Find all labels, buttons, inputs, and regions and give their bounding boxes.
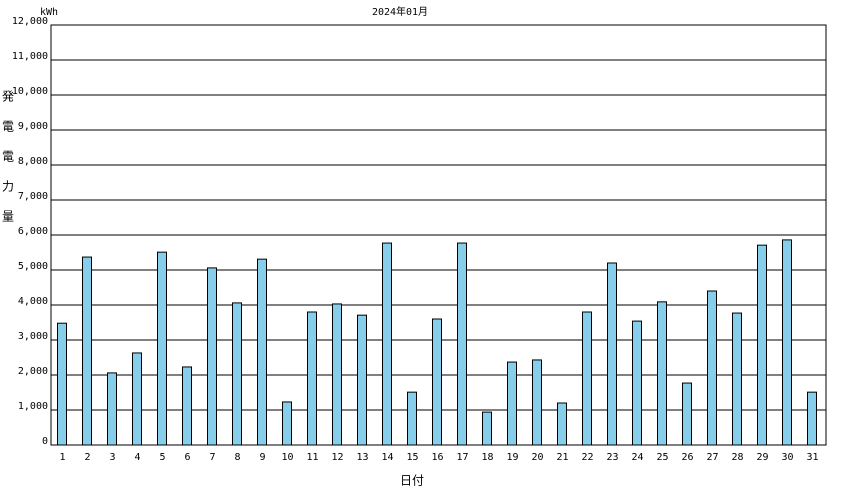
y-axis-label: 発電電力量 [1,90,15,240]
x-tick-label: 5 [159,452,165,463]
x-tick-label: 17 [456,452,468,463]
bar [57,322,67,446]
x-tick-label: 7 [209,452,215,463]
x-tick-label: 4 [134,452,140,463]
x-tick-label: 2 [84,452,90,463]
y-tick-label: 4,000 [18,296,48,307]
bar [182,366,192,446]
x-tick-label: 24 [631,452,643,463]
x-tick-label: 27 [706,452,718,463]
bar [157,251,167,446]
bar [307,311,317,446]
bar [257,258,267,446]
x-tick-label: 8 [234,452,240,463]
x-tick-label: 23 [606,452,618,463]
bar [132,352,142,446]
x-tick-label: 19 [506,452,518,463]
x-tick-label: 31 [806,452,818,463]
x-tick-label: 29 [756,452,768,463]
bar [207,267,217,446]
x-tick-label: 25 [656,452,668,463]
x-tick-label: 30 [781,452,793,463]
bar [807,391,817,446]
y-tick-label: 9,000 [18,121,48,132]
bar [357,314,367,446]
x-tick-label: 21 [556,452,568,463]
x-tick-label: 20 [531,452,543,463]
y-tick-label: 3,000 [18,331,48,342]
y-unit: kWh [40,7,58,18]
x-tick-label: 6 [184,452,190,463]
y-tick-label: 2,000 [18,366,48,377]
x-axis-label: 日付 [400,474,424,488]
bar [657,301,667,446]
x-tick-label: 11 [306,452,318,463]
x-tick-label: 14 [381,452,393,463]
x-tick-label: 10 [281,452,293,463]
x-tick-label: 26 [681,452,693,463]
bar [432,318,442,446]
x-tick-label: 15 [406,452,418,463]
y-tick-label: 5,000 [18,261,48,272]
bar [282,401,292,446]
bar [782,239,792,446]
x-tick-label: 18 [481,452,493,463]
x-tick-label: 1 [59,452,65,463]
bar [757,244,767,446]
x-tick-label: 28 [731,452,743,463]
y-tick-label: 1,000 [18,401,48,412]
y-tick-label: 11,000 [12,51,48,62]
y-tick-label: 7,000 [18,191,48,202]
x-tick-label: 3 [109,452,115,463]
x-tick-label: 13 [356,452,368,463]
bar [407,391,417,446]
bar [707,290,717,446]
bar [332,303,342,446]
y-tick-label: 12,000 [12,16,48,27]
bar [232,302,242,446]
bar [107,372,117,446]
bar [632,320,642,446]
y-tick-label: 8,000 [18,156,48,167]
x-tick-label: 16 [431,452,443,463]
x-tick-label: 12 [331,452,343,463]
y-tick-label: 6,000 [18,226,48,237]
bar [457,242,467,446]
y-tick-label: 0 [42,436,48,447]
bar [532,359,542,446]
bar [382,242,392,446]
bar [682,382,692,446]
bar [482,411,492,446]
bar [507,361,517,446]
bar [582,311,592,446]
bar [732,312,742,446]
x-tick-label: 9 [259,452,265,463]
chart-title: 2024年01月 [372,5,428,18]
bar [557,402,567,446]
x-tick-label: 22 [581,452,593,463]
bar [607,262,617,446]
y-tick-label: 10,000 [12,86,48,97]
bar [82,256,92,446]
